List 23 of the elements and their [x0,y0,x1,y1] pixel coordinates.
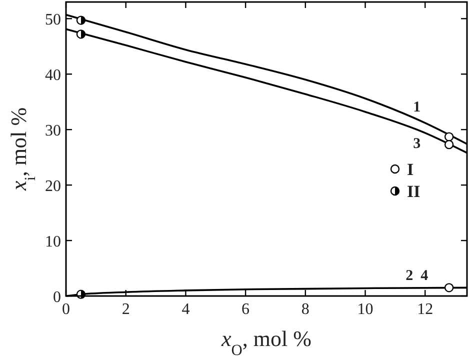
y-tick-label: 50 [45,12,61,29]
x-axis-title: x$_{O}$, mol % [220,326,312,358]
point [76,30,86,39]
legend-label: I [407,160,414,179]
y-tick-label: 0 [53,289,61,306]
series-label: 3 [413,136,421,152]
y-tick-label: 20 [45,178,61,196]
legend-label: II [407,182,421,201]
x-tick-label: 8 [301,301,310,318]
series-label: 2 4 [406,268,429,284]
point [76,16,86,25]
point [444,140,454,150]
x-tick-label: 12 [417,301,434,318]
series-label: 1 [413,100,421,116]
x-tick-label: 4 [182,301,190,318]
y-tick-label: 40 [45,67,61,84]
point [444,283,454,292]
x-tick-label: 2 [122,301,130,318]
x-tick-label: 6 [242,301,250,318]
y-tick-label: 30 [45,122,61,140]
y-tick-label: 10 [45,234,61,251]
point [444,132,454,142]
x-tick-label: 10 [357,301,374,318]
